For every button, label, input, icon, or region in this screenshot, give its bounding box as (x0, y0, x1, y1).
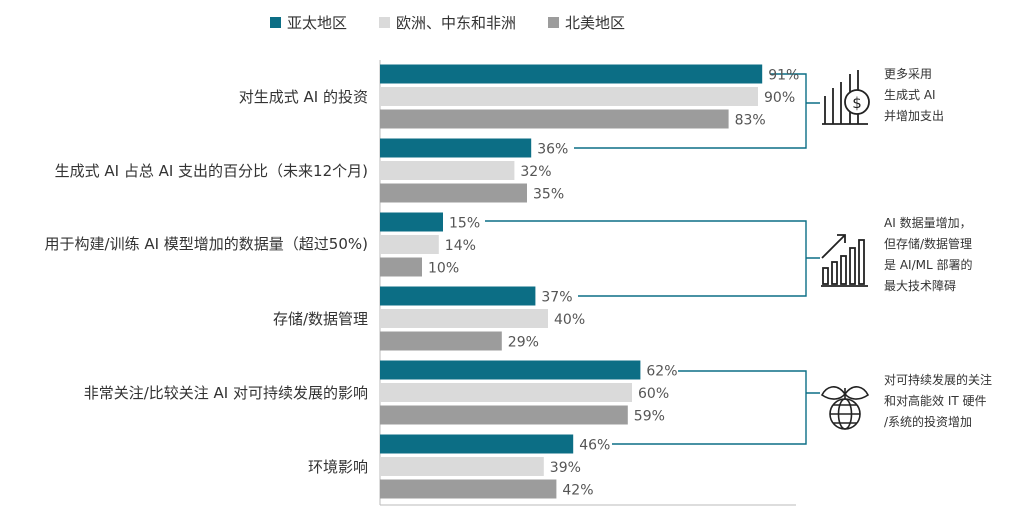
category-label-data-volume: 用于构建/训练 AI 模型增加的数据量（超过50%) (44, 235, 368, 253)
legend-swatch-na (548, 17, 560, 28)
legend-item-apac: 亚太地区 (270, 12, 347, 33)
annotation-2-line-4: 最大技术障碍 (884, 279, 957, 293)
data-label-na-1: 83% (735, 113, 766, 129)
annotation-1-line-1: 更多采用 (884, 67, 933, 81)
category-label-sustainability: 非常关注/比较关注 AI 对可持续发展的影响 (83, 384, 368, 402)
bracket-connector-3 (612, 370, 820, 445)
bar-apac-5 (380, 360, 641, 380)
data-label-apac-1: 91% (768, 68, 799, 84)
bar-apac-3 (380, 212, 443, 232)
data-label-na-6: 42% (562, 483, 593, 499)
legend-item-na: 北美地区 (548, 12, 625, 33)
category-label-environment: 环境影响 (307, 458, 368, 476)
annotation-1-line-2: 生成式 AI (884, 88, 936, 102)
bar-na-3 (380, 257, 422, 277)
annotation-text-3: 对可持续发展的关注 和对高能效 IT 硬件 /系统的投资增加 (884, 370, 992, 433)
annotation-3-line-1: 对可持续发展的关注 (884, 373, 993, 387)
bar-na-2 (380, 183, 527, 203)
data-label-emea-1: 90% (764, 90, 795, 106)
bar-emea-5 (380, 383, 632, 402)
bar-apac-2 (380, 138, 532, 158)
category-label-genai-investment: 对生成式 AI 的投资 (238, 88, 368, 106)
legend-label-na: 北美地区 (565, 14, 626, 32)
data-label-na-3: 10% (428, 261, 459, 277)
annotation-2-line-1: AI 数据量增加， (884, 216, 972, 230)
data-label-emea-5: 60% (638, 386, 669, 402)
category-label-storage: 存储/数据管理 (272, 310, 368, 328)
sustainable-globe-icon (820, 386, 870, 430)
bar-na-4 (380, 331, 502, 351)
bar-na-1 (380, 109, 729, 129)
data-label-apac-2: 36% (537, 142, 568, 158)
annotation-3-line-3: /系统的投资增加 (884, 415, 973, 429)
category-label-genai-share: 生成式 AI 占总 AI 支出的百分比（未来12个月) (54, 162, 368, 180)
svg-text:$: $ (852, 94, 862, 112)
legend-label-emea: 欧洲、中东和非洲 (396, 14, 517, 32)
data-label-apac-3: 15% (449, 216, 480, 232)
annotation-2-line-2: 但存储/数据管理 (884, 237, 973, 251)
data-label-na-5: 59% (634, 409, 665, 425)
annotation-text-1: 更多采用 生成式 AI 并增加支出 (884, 64, 944, 127)
bar-emea-2 (380, 161, 515, 180)
bar-apac-6 (380, 434, 574, 454)
legend-item-emea: 欧洲、中东和非洲 (379, 12, 516, 33)
bar-na-5 (380, 405, 628, 425)
legend: 亚太地区 欧洲、中东和非洲 北美地区 (270, 12, 625, 33)
legend-label-apac: 亚太地区 (287, 14, 348, 32)
legend-swatch-apac (270, 17, 281, 28)
data-label-na-2: 35% (533, 187, 564, 203)
dollar-growth-icon: $ (822, 70, 870, 125)
bar-emea-6 (380, 457, 544, 476)
data-label-emea-3: 14% (445, 238, 476, 254)
bar-emea-4 (380, 309, 548, 328)
legend-swatch-emea (379, 17, 391, 28)
annotation-text-2: AI 数据量增加， 但存储/数据管理 是 AI/ML 部署的 最大技术障碍 (884, 213, 972, 297)
annotation-2-line-3: 是 AI/ML 部署的 (884, 258, 973, 272)
bar-apac-4 (380, 286, 536, 306)
growth-chart-icon (821, 234, 868, 287)
bar-emea-3 (380, 235, 439, 254)
annotation-3-line-2: 和对高能效 IT 硬件 (884, 394, 987, 408)
data-label-emea-2: 32% (520, 164, 551, 180)
bar-apac-1 (380, 64, 763, 84)
bracket-connector-1 (574, 73, 820, 149)
bracket-connector-2 (485, 220, 820, 297)
annotation-1-line-3: 并增加支出 (884, 109, 945, 123)
data-label-apac-5: 62% (646, 364, 677, 380)
bar-na-6 (380, 479, 557, 499)
bar-emea-1 (380, 87, 758, 106)
data-label-emea-4: 40% (554, 312, 585, 328)
data-label-apac-4: 37% (541, 290, 572, 306)
data-label-na-4: 29% (508, 335, 539, 351)
data-label-apac-6: 46% (579, 438, 610, 454)
data-label-emea-6: 39% (550, 460, 581, 476)
